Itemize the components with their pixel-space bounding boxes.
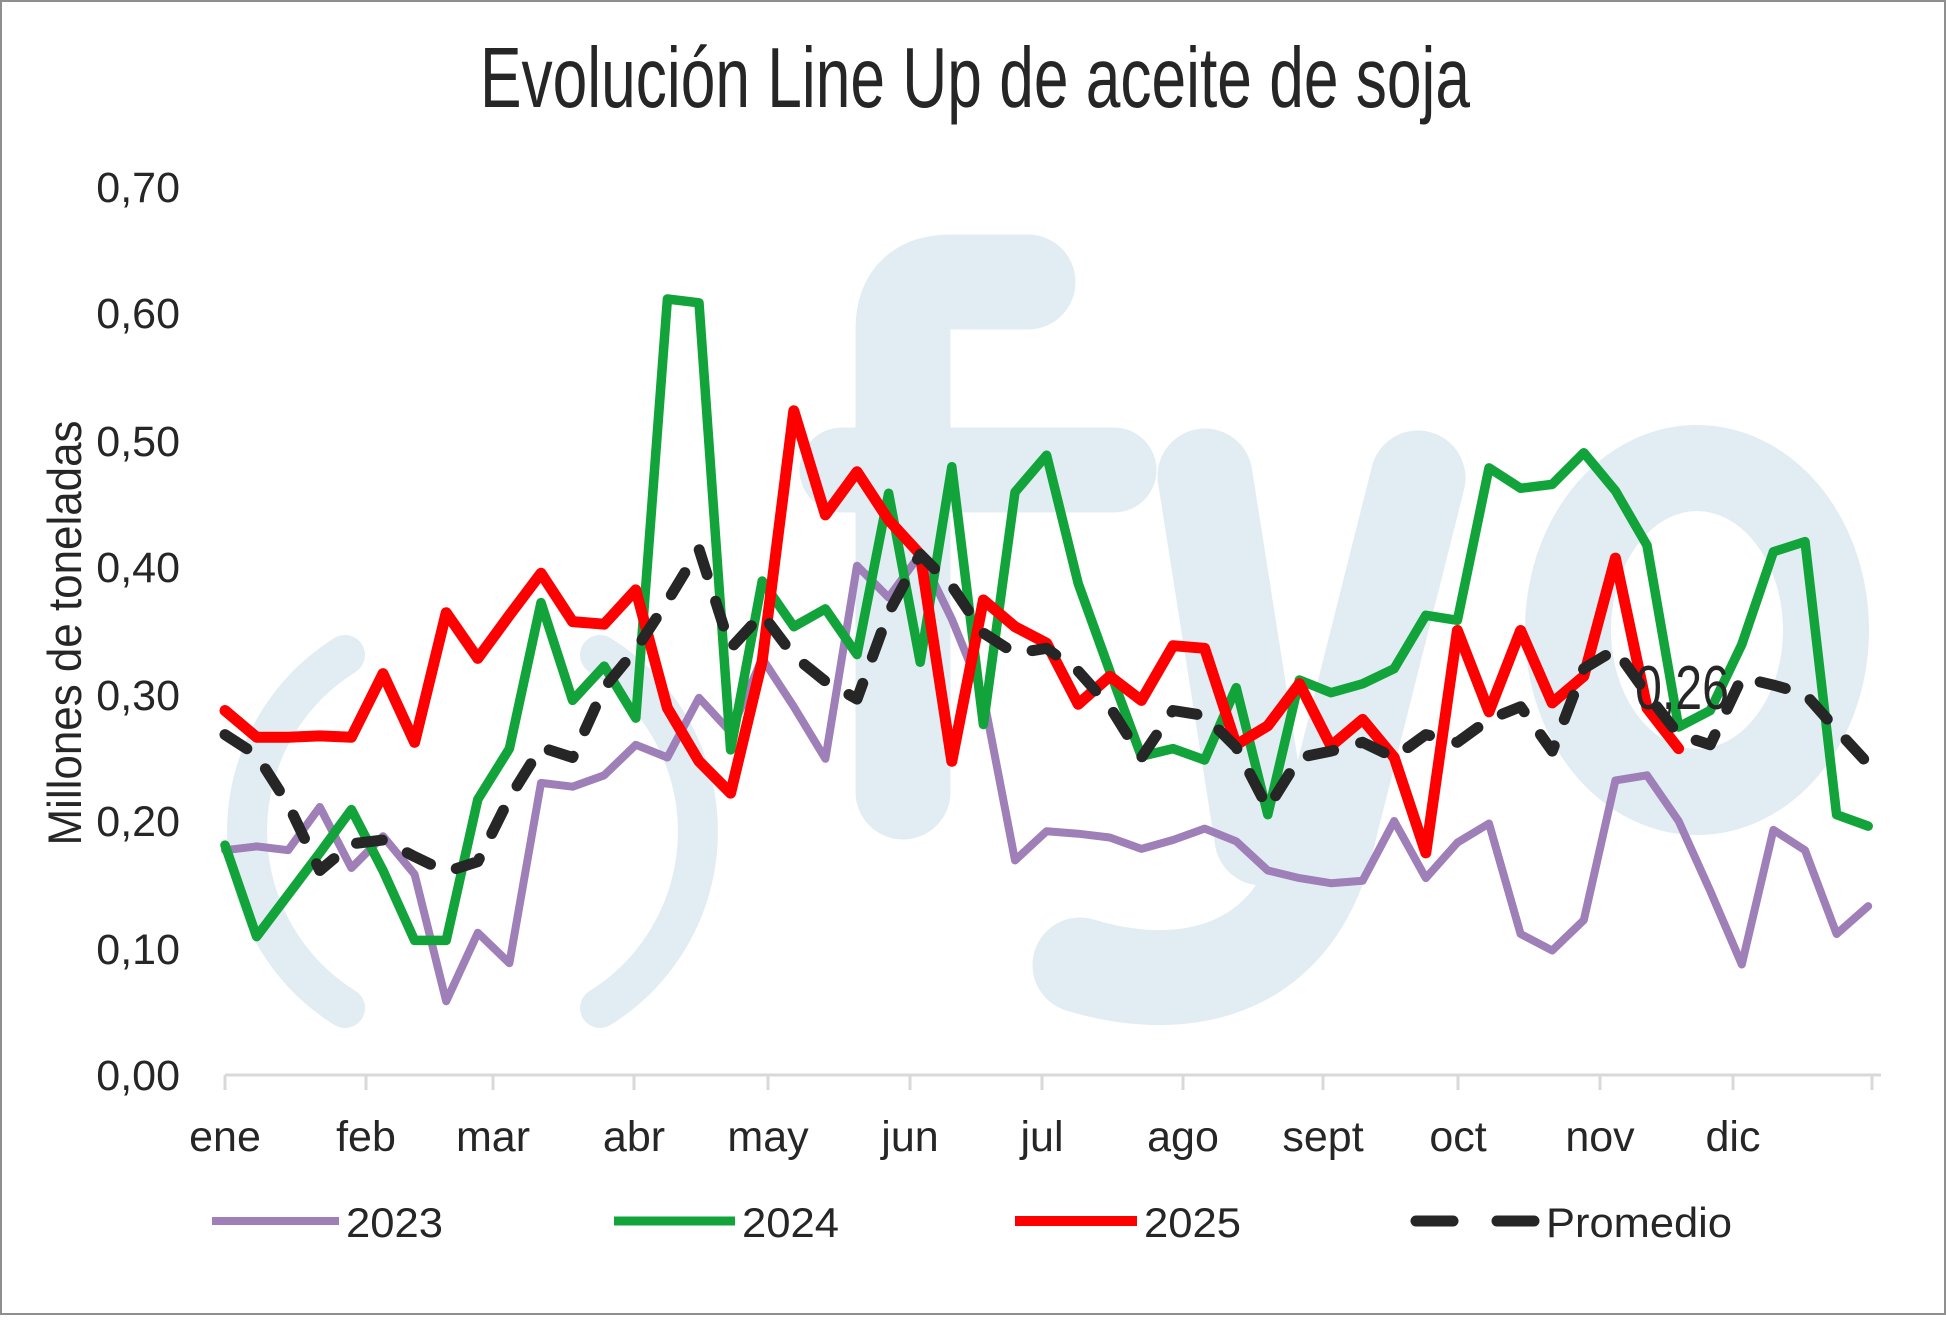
svg-text:Evolución Line Up de aceite de: Evolución Line Up de aceite de soja: [480, 31, 1471, 126]
svg-text:nov: nov: [1565, 1113, 1635, 1161]
svg-text:2023: 2023: [346, 1199, 443, 1246]
svg-text:ene: ene: [189, 1113, 261, 1161]
svg-text:0,60: 0,60: [96, 290, 180, 338]
svg-text:0,00: 0,00: [96, 1052, 180, 1100]
svg-text:may: may: [727, 1113, 809, 1161]
svg-text:abr: abr: [603, 1113, 665, 1161]
svg-text:sept: sept: [1282, 1113, 1363, 1161]
svg-text:2024: 2024: [742, 1199, 839, 1246]
svg-text:Millones de toneladas: Millones de toneladas: [38, 421, 91, 846]
svg-text:0,40: 0,40: [96, 544, 180, 592]
svg-text:oct: oct: [1429, 1113, 1486, 1161]
svg-text:Promedio: Promedio: [1546, 1199, 1732, 1246]
svg-text:0,30: 0,30: [96, 672, 180, 720]
svg-text:0,50: 0,50: [96, 418, 180, 466]
svg-text:2025: 2025: [1144, 1199, 1241, 1246]
svg-text:0,20: 0,20: [96, 798, 180, 846]
svg-text:0,26: 0,26: [1635, 654, 1729, 723]
svg-text:jun: jun: [879, 1113, 938, 1161]
svg-text:mar: mar: [456, 1113, 530, 1161]
svg-text:ago: ago: [1147, 1113, 1219, 1161]
svg-text:feb: feb: [336, 1113, 396, 1161]
svg-text:jul: jul: [1018, 1113, 1063, 1161]
svg-text:0,70: 0,70: [96, 164, 180, 212]
svg-text:0,10: 0,10: [96, 926, 180, 974]
svg-text:dic: dic: [1706, 1113, 1761, 1161]
